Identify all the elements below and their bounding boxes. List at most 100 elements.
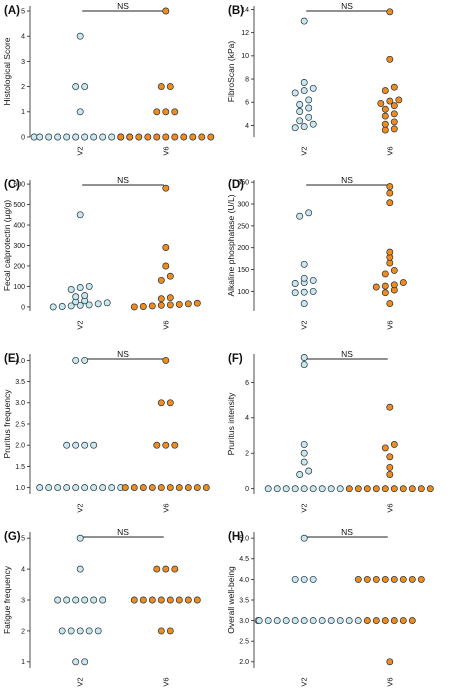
data-point-v2	[282, 617, 290, 625]
data-point-v2	[54, 484, 62, 492]
data-point-v2	[99, 133, 107, 141]
data-point-v6	[381, 120, 389, 128]
data-point-v6	[139, 484, 147, 492]
y-axis-label: Overall well-being	[226, 566, 236, 634]
y-tick-label: 3.0	[15, 400, 25, 407]
y-tick-label: 6	[245, 100, 249, 107]
data-point-v2	[300, 440, 308, 448]
panel-letter: (A)	[4, 5, 20, 17]
data-point-v6	[193, 484, 201, 492]
data-point-v2	[108, 484, 116, 492]
data-point-v6	[166, 301, 174, 309]
data-point-v2	[72, 658, 80, 666]
data-point-v2	[300, 274, 308, 282]
data-point-v6	[184, 484, 192, 492]
y-tick-label: 0	[21, 134, 25, 141]
data-point-v6	[130, 303, 138, 311]
data-point-v6	[117, 133, 125, 141]
data-point-v6	[157, 276, 165, 284]
data-point-v6	[386, 97, 394, 105]
data-point-v2	[345, 617, 353, 625]
data-point-v6	[363, 617, 371, 625]
data-point-v2	[291, 575, 299, 583]
y-axis-label: Pruritus frequency	[2, 389, 12, 459]
data-point-v6	[354, 485, 362, 493]
data-point-v6	[148, 596, 156, 604]
data-point-v6	[148, 302, 156, 310]
data-point-v6	[386, 300, 394, 308]
data-point-v2	[36, 484, 44, 492]
data-point-v2	[81, 83, 89, 91]
data-point-v2	[300, 354, 308, 361]
data-point-v6	[372, 575, 380, 583]
data-point-v2	[63, 441, 71, 449]
data-point-v6	[386, 189, 394, 197]
y-tick-label: 4.5	[239, 556, 249, 563]
data-point-v2	[309, 120, 317, 128]
data-point-v2	[300, 87, 308, 95]
data-point-v6	[381, 289, 389, 297]
data-point-v2	[300, 617, 308, 625]
panel-6: (G) Fatigue frequency 1 2 3 4 5 V2 V6 NS	[2, 527, 201, 687]
panel-2: (C) Fecal calprotectin (µg/g) 0 100 200 300 40…	[2, 175, 201, 330]
y-tick-label: 2	[21, 628, 25, 635]
y-tick-label: 4	[21, 34, 25, 41]
y-tick-label: 2.0	[15, 443, 25, 450]
x-category-label: V2	[300, 320, 309, 329]
data-point-v6	[390, 440, 398, 448]
data-point-v6	[417, 485, 425, 493]
data-point-v6	[386, 403, 394, 411]
data-point-v2	[85, 282, 93, 290]
y-tick-label: 1	[21, 109, 25, 116]
data-point-v6	[372, 283, 380, 291]
data-point-v6	[157, 399, 165, 407]
data-point-v2	[300, 288, 308, 296]
data-point-v2	[327, 485, 335, 493]
data-point-v2	[291, 124, 299, 132]
data-point-v2	[327, 617, 335, 625]
data-point-v2	[58, 627, 66, 635]
data-point-v6	[381, 105, 389, 113]
data-point-v6	[386, 8, 394, 16]
data-point-v6	[157, 627, 165, 635]
data-point-v2	[291, 485, 299, 493]
data-point-v2	[85, 301, 93, 309]
y-tick-label: 2.5	[239, 639, 249, 646]
data-point-v2	[36, 133, 44, 141]
data-point-v6	[157, 596, 165, 604]
data-point-v6	[162, 133, 170, 141]
data-point-v6	[386, 248, 394, 256]
data-point-v2	[300, 449, 308, 457]
data-point-v2	[108, 133, 116, 141]
data-point-v6	[386, 259, 394, 267]
data-point-v2	[81, 658, 89, 666]
x-category-label: V2	[300, 503, 309, 512]
data-point-v6	[162, 565, 170, 573]
data-point-v6	[381, 575, 389, 583]
y-tick-label: 12	[241, 30, 249, 37]
data-point-v2	[354, 617, 362, 625]
data-point-v2	[300, 300, 308, 308]
data-point-v2	[273, 485, 281, 493]
data-point-v6	[381, 126, 389, 134]
y-tick-label: 3.5	[15, 379, 25, 386]
data-point-v2	[291, 617, 299, 625]
y-tick-label: 0	[21, 304, 25, 311]
data-point-v2	[300, 17, 308, 25]
data-point-v2	[63, 133, 71, 141]
data-point-v2	[90, 484, 98, 492]
data-point-v2	[309, 575, 317, 583]
data-point-v6	[386, 658, 394, 666]
data-point-v6	[399, 575, 407, 583]
data-point-v6	[144, 133, 152, 141]
data-point-v2	[90, 441, 98, 449]
panel-letter: (F)	[228, 353, 243, 365]
panel-1: (B) FibroScan (kPa) 4 6 8 10 12 14 V2 V6 NS	[226, 1, 403, 156]
data-point-v6	[162, 7, 170, 15]
data-point-v2	[264, 485, 272, 493]
x-category-label: V6	[161, 677, 170, 686]
data-point-v6	[166, 272, 174, 280]
data-point-v6	[381, 87, 389, 95]
data-point-v6	[166, 627, 174, 635]
x-category-label: V2	[76, 503, 85, 512]
